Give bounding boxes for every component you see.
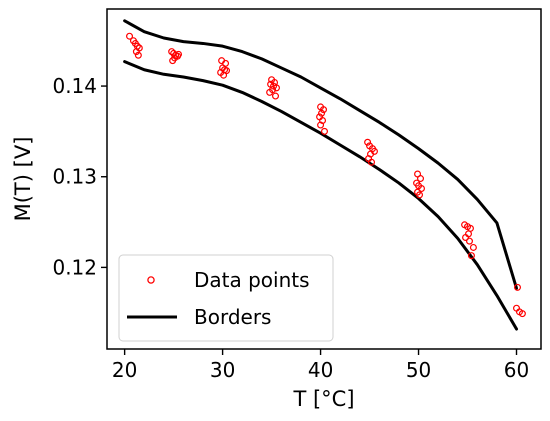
data-point [175,50,183,58]
data-point [465,237,473,245]
data-point [364,138,372,146]
data-point [462,233,470,241]
data-point [467,252,475,260]
data-point [126,32,134,40]
y-axis: 0.12 0.13 0.14 M(T) [V] [11,74,107,279]
data-point [168,48,176,56]
x-tick-label: 40 [308,358,333,382]
border-line-lower [123,60,519,331]
border-line-upper [123,19,519,290]
data-point [416,191,424,199]
scatter-points [126,32,526,318]
legend-box [118,254,334,342]
legend: Data points Borders [118,254,334,342]
plot-frame [106,8,542,350]
data-point [469,243,477,251]
y-tick-label: 0.12 [52,255,97,279]
legend-borders-label: Borders [194,305,271,329]
y-tick-label: 0.14 [52,74,97,98]
x-tick-label: 50 [406,358,431,382]
data-point [317,121,325,129]
data-point [132,48,140,56]
data-point [272,92,280,100]
legend-data-points-marker [147,276,155,284]
y-axis-label: M(T) [V] [11,137,35,222]
data-point [320,127,328,135]
data-point [220,71,228,79]
border-lines [123,19,519,331]
data-point [272,84,280,92]
data-point [169,57,177,65]
x-ticks: 20 30 40 50 60 [112,349,529,382]
x-tick-label: 20 [112,358,137,382]
data-point [417,175,425,183]
x-axis-label: T [°C] [292,387,354,411]
x-axis: 20 30 40 50 60 T [°C] [112,349,529,411]
data-point [318,109,326,117]
x-tick-label: 30 [210,358,235,382]
legend-data-points-label: Data points [194,268,310,292]
data-point [266,88,274,96]
data-point [368,158,376,166]
data-point [134,51,142,59]
y-tick-label: 0.13 [52,165,97,189]
data-point [513,283,521,291]
data-point [417,185,425,193]
y-ticks: 0.12 0.13 0.14 [52,74,107,279]
x-tick-label: 60 [504,358,529,382]
data-point [320,106,328,114]
data-point [518,310,526,318]
